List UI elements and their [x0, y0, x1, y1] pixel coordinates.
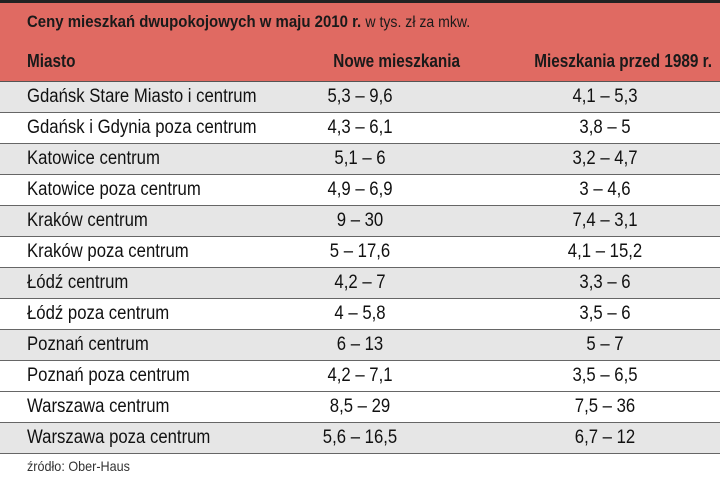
cell-new-price: 4,2 – 7 — [334, 272, 386, 293]
cell-new-price: 4,9 – 6,9 — [327, 179, 393, 200]
table-row: Katowice poza centrum 4,9 – 6,9 3 – 4,6 — [0, 175, 720, 206]
cell-old-price: 3,2 – 4,7 — [572, 148, 638, 169]
cell-new-price: 4,2 – 7,1 — [327, 365, 393, 386]
cell-new-price: 6 – 13 — [336, 334, 384, 355]
top-rule — [0, 0, 720, 3]
cell-old-price: 3,3 – 6 — [579, 272, 631, 293]
cell-new-price: 8,5 – 29 — [329, 396, 391, 417]
table-row: Warszawa poza centrum 5,6 – 16,5 6,7 – 12 — [0, 423, 720, 454]
table-body: Gdańsk Stare Miasto i centrum 5,3 – 9,6 4,… — [0, 82, 720, 454]
table-row: Gdańsk i Gdynia poza centrum 4,3 – 6,1 3,8… — [0, 113, 720, 144]
cell-new-price: 4 – 5,8 — [334, 303, 386, 324]
table-row: Poznań poza centrum 4,2 – 7,1 3,5 – 6,5 — [0, 361, 720, 392]
cell-old-price: 4,1 – 15,2 — [567, 241, 643, 262]
cell-city: Katowice centrum — [27, 148, 160, 169]
cell-old-price: 4,1 – 5,3 — [572, 86, 638, 107]
cell-old-price: 6,7 – 12 — [574, 427, 636, 448]
cell-new-price: 5 – 17,6 — [329, 241, 391, 262]
cell-old-price: 3 – 4,6 — [579, 179, 631, 200]
column-header-city: Miasto — [27, 51, 76, 71]
table-row: Łódź poza centrum 4 – 5,8 3,5 – 6 — [0, 299, 720, 330]
cell-city: Warszawa poza centrum — [27, 427, 211, 448]
cell-city: Poznań centrum — [27, 334, 149, 355]
cell-old-price: 5 – 7 — [586, 334, 624, 355]
table-row: Poznań centrum 6 – 13 5 – 7 — [0, 330, 720, 361]
column-header-new: Nowe mieszkania — [333, 51, 460, 71]
cell-city: Łódź centrum — [27, 272, 129, 293]
table-title: Ceny mieszkań dwupokojowych w maju 2010 … — [27, 12, 470, 32]
table-row: Łódź centrum 4,2 – 7 3,3 – 6 — [0, 268, 720, 299]
cell-city: Łódź poza centrum — [27, 303, 170, 324]
cell-city: Kraków centrum — [27, 210, 148, 231]
cell-city: Gdańsk i Gdynia poza centrum — [27, 117, 257, 138]
table-row: Warszawa centrum 8,5 – 29 7,5 – 36 — [0, 392, 720, 423]
cell-old-price: 7,4 – 3,1 — [572, 210, 638, 231]
cell-old-price: 3,8 – 5 — [579, 117, 631, 138]
cell-city: Katowice poza centrum — [27, 179, 201, 200]
cell-city: Kraków poza centrum — [27, 241, 189, 262]
table-row: Gdańsk Stare Miasto i centrum 5,3 – 9,6 4,… — [0, 82, 720, 113]
cell-new-price: 5,3 – 9,6 — [327, 86, 393, 107]
cell-new-price: 5,1 – 6 — [334, 148, 386, 169]
source-note: źródło: Ober-Haus — [27, 458, 130, 474]
cell-old-price: 3,5 – 6,5 — [572, 365, 638, 386]
cell-new-price: 5,6 – 16,5 — [322, 427, 398, 448]
title-unit: w tys. zł za mkw. — [365, 14, 471, 31]
cell-old-price: 7,5 – 36 — [574, 396, 636, 417]
column-header-old: Mieszkania przed 1989 r. — [534, 51, 712, 71]
cell-new-price: 4,3 – 6,1 — [327, 117, 393, 138]
table-row: Kraków poza centrum 5 – 17,6 4,1 – 15,2 — [0, 237, 720, 268]
cell-city: Gdańsk Stare Miasto i centrum — [27, 86, 257, 107]
cell-city: Poznań poza centrum — [27, 365, 190, 386]
title-main: Ceny mieszkań dwupokojowych w maju 2010 … — [27, 12, 362, 31]
table-header: Ceny mieszkań dwupokojowych w maju 2010 … — [0, 3, 720, 82]
table-row: Katowice centrum 5,1 – 6 3,2 – 4,7 — [0, 144, 720, 175]
cell-city: Warszawa centrum — [27, 396, 170, 417]
cell-new-price: 9 – 30 — [336, 210, 384, 231]
table-row: Kraków centrum 9 – 30 7,4 – 3,1 — [0, 206, 720, 237]
cell-old-price: 3,5 – 6 — [579, 303, 631, 324]
